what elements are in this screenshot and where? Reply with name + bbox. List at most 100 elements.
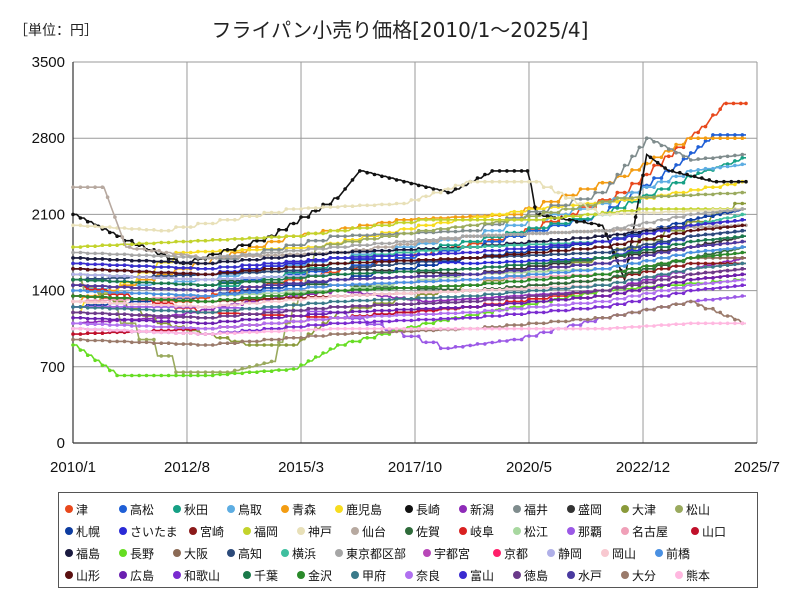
data-point	[174, 255, 178, 259]
data-point	[299, 281, 303, 286]
data-point	[78, 245, 83, 249]
legend-swatch	[65, 571, 73, 579]
data-point	[527, 305, 531, 309]
legend-item: 千葉	[243, 565, 297, 585]
data-point	[527, 248, 531, 252]
data-point	[600, 234, 605, 238]
data-point	[689, 169, 693, 173]
data-point	[284, 297, 289, 302]
data-point	[402, 179, 406, 184]
data-point	[240, 371, 244, 376]
data-point	[255, 301, 259, 306]
data-point	[284, 268, 289, 273]
data-point	[475, 272, 480, 277]
data-point	[740, 228, 745, 233]
data-point	[740, 234, 745, 238]
data-point	[534, 299, 539, 304]
data-point	[674, 283, 678, 288]
data-point	[380, 270, 384, 275]
data-point	[519, 337, 524, 342]
data-point	[497, 270, 502, 275]
data-point	[365, 170, 370, 175]
data-point	[172, 252, 176, 257]
data-point	[365, 309, 370, 314]
data-point	[376, 245, 381, 249]
data-point	[380, 223, 384, 228]
data-point	[122, 301, 127, 306]
data-point	[519, 279, 524, 284]
data-point	[431, 290, 436, 295]
legend-swatch	[227, 549, 235, 557]
data-point	[336, 283, 340, 288]
data-point	[564, 276, 568, 280]
data-point	[402, 275, 406, 279]
data-point	[394, 231, 399, 236]
data-point	[438, 218, 443, 222]
data-point	[483, 244, 487, 248]
data-point	[93, 331, 97, 336]
data-point	[659, 294, 664, 298]
data-point	[652, 250, 656, 255]
data-point	[313, 274, 318, 278]
data-point	[328, 347, 333, 351]
data-point	[387, 176, 392, 180]
data-point	[181, 255, 186, 259]
data-point	[299, 314, 303, 318]
data-point	[210, 249, 215, 254]
data-point	[593, 261, 597, 266]
legend-label: 秋田	[184, 502, 209, 517]
data-point	[174, 373, 178, 378]
data-point	[564, 303, 568, 307]
data-point	[402, 231, 406, 236]
data-point	[549, 292, 553, 297]
data-point	[108, 243, 112, 247]
data-point	[461, 294, 465, 298]
data-point	[578, 317, 583, 322]
data-point	[350, 293, 355, 297]
data-point	[615, 253, 620, 257]
data-point	[475, 215, 480, 219]
data-point	[534, 258, 539, 263]
data-point	[313, 238, 318, 243]
data-point	[372, 319, 377, 324]
data-point	[696, 298, 700, 303]
data-point	[85, 327, 90, 332]
data-point	[71, 294, 75, 298]
data-point	[306, 315, 311, 319]
data-point	[137, 280, 141, 285]
data-point	[497, 254, 502, 258]
data-point	[100, 295, 105, 299]
data-point	[188, 266, 193, 270]
data-point	[159, 228, 164, 233]
data-point	[446, 187, 450, 191]
data-point	[519, 223, 524, 228]
data-point	[630, 250, 634, 255]
data-point	[711, 133, 715, 137]
data-point	[424, 279, 428, 284]
data-point	[689, 245, 693, 249]
data-point	[689, 212, 693, 217]
data-point	[593, 326, 597, 331]
data-point	[336, 332, 340, 336]
data-point	[475, 218, 480, 222]
data-point	[512, 263, 517, 268]
data-point	[611, 228, 616, 233]
legend-swatch	[493, 549, 501, 557]
data-point	[350, 226, 355, 230]
data-point	[225, 308, 230, 313]
data-point	[144, 313, 149, 317]
data-point	[578, 260, 583, 265]
data-point	[604, 232, 608, 237]
data-point	[247, 263, 252, 268]
data-point	[130, 305, 134, 309]
data-point	[210, 261, 215, 266]
data-point	[608, 250, 612, 255]
data-point	[608, 256, 612, 260]
data-point	[644, 286, 649, 290]
data-point	[468, 223, 473, 228]
data-point	[218, 303, 222, 307]
data-point	[358, 243, 362, 247]
data-point	[674, 258, 678, 263]
data-point	[461, 283, 465, 288]
data-point	[600, 305, 605, 309]
